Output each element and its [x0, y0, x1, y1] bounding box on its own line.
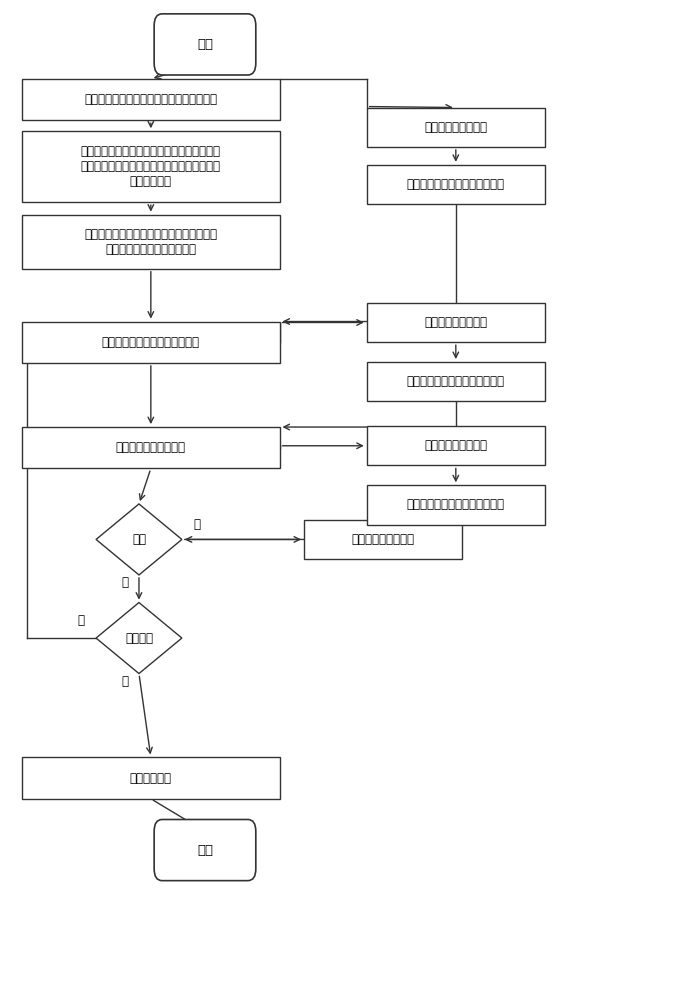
Text: 开始: 开始 [197, 38, 213, 51]
Text: 无: 无 [121, 576, 128, 589]
Text: 碰撞检测模型检测碰撞: 碰撞检测模型检测碰撞 [116, 441, 186, 454]
Bar [367, 362, 545, 401]
Text: 提请分布式计算请求: 提请分布式计算请求 [425, 439, 487, 452]
Text: 是: 是 [121, 675, 128, 688]
Bar [22, 215, 280, 269]
Bar [304, 520, 462, 559]
FancyBboxPatch shape [154, 820, 256, 881]
Text: 提请分布式计算请求: 提请分布式计算请求 [425, 316, 487, 329]
Bar [367, 108, 545, 147]
Bar [22, 131, 280, 202]
Bar [22, 79, 280, 120]
Bar [367, 485, 545, 525]
Text: 采用基于机器视觉的示教模块采集操作员信
息，并转换成对机器人的指令: 采用基于机器视觉的示教模块采集操作员信 息，并转换成对机器人的指令 [84, 228, 217, 256]
Polygon shape [96, 504, 182, 575]
Text: 获取示教目标当前机器人本体参数信息、作业
区环境信息，根据这些信息构造虚拟机器人、
虚拟作业环境: 获取示教目标当前机器人本体参数信息、作业 区环境信息，根据这些信息构造虚拟机器人… [81, 145, 221, 188]
Bar [367, 426, 545, 465]
Text: 碰撞: 碰撞 [132, 533, 146, 546]
Text: 示教器节点收集分布式计算数据: 示教器节点收集分布式计算数据 [407, 498, 505, 511]
Bar [22, 757, 280, 799]
Bar [22, 427, 280, 468]
Text: 示教器节点收集分布式计算数据: 示教器节点收集分布式计算数据 [407, 375, 505, 388]
Text: 有: 有 [193, 518, 201, 531]
Text: 报警并显示错误信息: 报警并显示错误信息 [352, 533, 415, 546]
Text: 提请分布式计算请求: 提请分布式计算请求 [425, 121, 487, 134]
Polygon shape [96, 603, 182, 674]
Text: 结束: 结束 [197, 844, 213, 857]
Text: 结束示教: 结束示教 [125, 632, 153, 645]
Bar [22, 322, 280, 363]
Bar [367, 303, 545, 342]
Text: 示教器节点收集分布式计算数据: 示教器节点收集分布式计算数据 [407, 178, 505, 191]
Text: 否: 否 [78, 614, 84, 627]
Text: 通过示教界面设定要示教的码垛机器人编号: 通过示教界面设定要示教的码垛机器人编号 [84, 93, 217, 106]
Text: 虚拟显示模块执行指令，并显示: 虚拟显示模块执行指令，并显示 [102, 336, 200, 349]
FancyBboxPatch shape [154, 14, 256, 75]
Bar [367, 165, 545, 204]
Text: 登录坐标信息: 登录坐标信息 [130, 772, 172, 785]
